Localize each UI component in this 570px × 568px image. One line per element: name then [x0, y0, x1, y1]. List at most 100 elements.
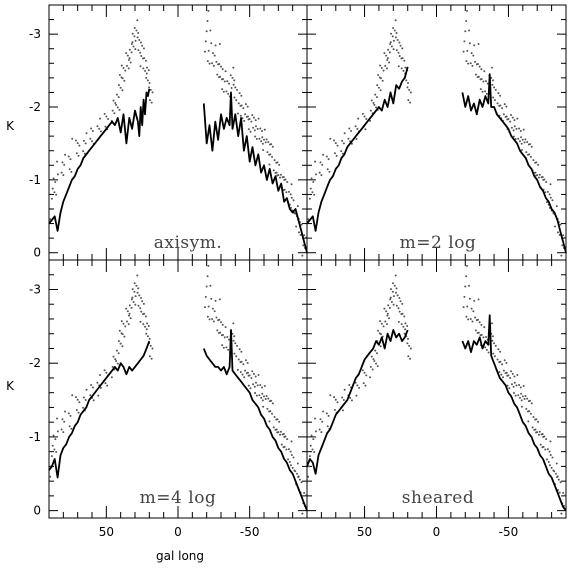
data-point	[248, 374, 251, 377]
data-point	[90, 127, 93, 130]
data-point	[103, 369, 106, 372]
data-point	[208, 62, 211, 65]
data-point	[131, 32, 134, 35]
data-point	[125, 320, 128, 323]
data-point	[392, 303, 395, 306]
data-point	[376, 365, 379, 368]
data-point	[462, 50, 465, 53]
data-point	[53, 448, 56, 451]
data-point	[342, 142, 345, 145]
data-point	[555, 205, 558, 208]
data-point	[409, 347, 412, 350]
data-point	[369, 376, 372, 379]
data-point	[389, 41, 392, 44]
data-point	[56, 173, 59, 176]
data-point	[492, 352, 495, 355]
data-point	[278, 163, 281, 166]
panels-group: 0 -1 -2 -3 axisym. m=2 log 0 -1 -2 -3 50 0 -50 m=4 lo…	[29, 4, 567, 539]
data-point	[491, 79, 494, 82]
data-point	[391, 35, 394, 38]
data-point	[118, 329, 121, 332]
data-point	[273, 416, 276, 419]
data-point	[396, 294, 399, 297]
data-point	[361, 112, 364, 115]
data-point	[341, 409, 344, 412]
data-point	[477, 331, 480, 334]
data-point	[309, 444, 312, 447]
data-point	[257, 117, 260, 120]
data-point	[474, 73, 477, 76]
data-point	[71, 394, 74, 397]
data-point	[397, 65, 400, 68]
data-point	[529, 399, 532, 402]
data-point	[383, 52, 386, 55]
data-point	[272, 169, 275, 172]
data-point	[380, 67, 383, 70]
data-point	[56, 160, 59, 163]
data-point	[529, 412, 532, 415]
data-point	[545, 438, 548, 441]
data-point	[149, 344, 152, 347]
data-point	[333, 396, 336, 399]
data-point	[64, 410, 67, 413]
data-point	[496, 102, 499, 105]
data-point	[139, 307, 142, 310]
data-point	[148, 86, 151, 89]
data-point	[262, 148, 265, 151]
data-point	[536, 174, 539, 177]
data-point	[509, 120, 512, 123]
data-point	[117, 340, 120, 343]
data-point	[140, 296, 143, 299]
data-point	[85, 132, 88, 135]
data-point	[386, 67, 389, 70]
data-point	[390, 288, 393, 291]
data-point	[342, 399, 345, 402]
data-point	[515, 127, 518, 130]
data-point	[254, 381, 257, 384]
data-point	[508, 387, 511, 390]
data-point	[236, 88, 239, 91]
data-point	[225, 90, 228, 93]
data-point	[409, 357, 412, 360]
data-point	[279, 430, 282, 433]
data-point	[501, 107, 504, 110]
data-point	[390, 301, 393, 304]
data-point	[484, 80, 487, 83]
data-point	[268, 163, 271, 166]
data-point	[480, 68, 483, 71]
data-point	[207, 264, 210, 267]
data-point	[254, 135, 257, 138]
data-point	[473, 299, 476, 302]
data-point	[141, 44, 144, 47]
data-point	[284, 178, 287, 181]
data-point	[142, 323, 145, 326]
data-point	[112, 99, 115, 102]
data-point	[216, 73, 219, 76]
panel-2: m=2 log	[306, 4, 567, 261]
data-point	[115, 349, 118, 352]
data-point	[374, 93, 377, 96]
data-point	[465, 315, 468, 318]
y-axis-title-bottom: K	[6, 379, 15, 393]
data-point	[321, 420, 324, 423]
data-point	[271, 145, 274, 148]
data-point	[271, 402, 274, 405]
data-point	[244, 113, 247, 116]
panel-label: sheared	[402, 488, 474, 508]
data-point	[218, 42, 221, 45]
data-point	[127, 323, 130, 326]
data-point	[82, 139, 85, 142]
x-tick-label: 50	[99, 525, 114, 539]
data-point	[297, 231, 300, 234]
data-point	[551, 456, 554, 459]
data-point	[409, 91, 412, 94]
data-point	[75, 409, 78, 412]
data-point	[509, 376, 512, 379]
data-point	[233, 96, 236, 99]
data-point	[232, 66, 235, 69]
data-point	[68, 425, 71, 428]
data-point	[228, 82, 231, 85]
data-point	[320, 431, 323, 434]
data-point	[380, 322, 383, 325]
data-point	[494, 344, 497, 347]
